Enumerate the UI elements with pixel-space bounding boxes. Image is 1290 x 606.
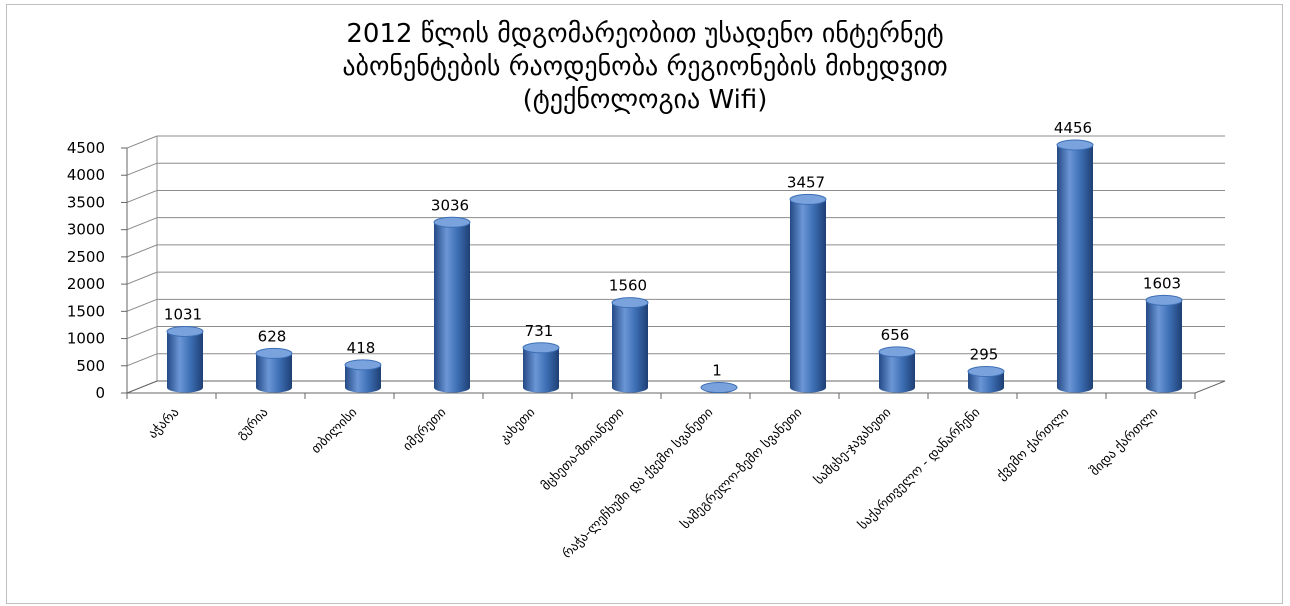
y-tick-label: 500: [76, 357, 105, 375]
bar-body: [790, 199, 826, 393]
bar-body: [434, 222, 470, 393]
bar-body: [523, 347, 559, 393]
bar-top: [878, 346, 916, 358]
bar-top: [1056, 139, 1094, 151]
category-label: აჭარა: [146, 405, 183, 442]
bar: [344, 359, 382, 393]
bar-body: [256, 353, 292, 393]
bar: [166, 325, 204, 393]
gridline-diagonal: [126, 189, 158, 203]
y-tick-label: 3000: [67, 221, 105, 239]
bar-body: [1146, 300, 1182, 393]
bar-top: [522, 342, 560, 354]
category-label: მცხეთა-მთიანეთი: [539, 405, 628, 494]
y-tick-label: 4500: [67, 139, 105, 157]
bar-body: [968, 371, 1004, 393]
data-label: 295: [970, 346, 999, 364]
gridline-diagonal: [126, 162, 158, 176]
category-label: გურია: [234, 405, 271, 442]
bar-top: [344, 359, 382, 371]
y-tick-label: 0: [95, 384, 105, 402]
bar-top: [255, 347, 293, 359]
bar: [700, 382, 738, 394]
data-label: 1560: [609, 277, 647, 295]
bar-top: [1145, 294, 1183, 306]
bar-top: [433, 216, 471, 228]
chart-title-line-3: (ტექნოლოგია Wifi): [522, 85, 768, 115]
bar-body: [612, 302, 648, 393]
bar-body: [879, 351, 915, 393]
bar: [878, 346, 916, 393]
y-tick-label: 3500: [67, 193, 105, 211]
gridline-diagonal: [126, 217, 158, 231]
bar-top: [611, 297, 649, 309]
data-label: 3036: [431, 196, 469, 214]
gridline-diagonal: [126, 135, 158, 149]
category-label: კახეთი: [497, 405, 539, 447]
data-label: 1031: [164, 305, 202, 323]
gridline-diagonal: [126, 353, 158, 367]
gridline-diagonal: [126, 326, 158, 340]
data-label: 418: [347, 339, 376, 357]
bar: [255, 347, 293, 393]
y-tick-label: 4000: [67, 166, 105, 184]
gridline-diagonal: [126, 271, 158, 285]
bar-body: [167, 331, 203, 393]
y-tick-label: 1000: [67, 330, 105, 348]
category-label: შიდა ქართლი: [1087, 405, 1161, 479]
bar: [789, 193, 827, 393]
data-label: 4456: [1054, 119, 1092, 137]
bar: [967, 366, 1005, 393]
bar-top: [967, 366, 1005, 378]
bar: [1145, 294, 1183, 393]
gridline-diagonal: [126, 298, 158, 312]
bar-top: [166, 325, 204, 337]
bar-body: [1057, 144, 1093, 393]
bar: [1056, 139, 1094, 393]
data-label: 1: [712, 362, 722, 380]
category-label: სამცხე-ჯავახეთი: [812, 405, 895, 488]
data-label: 656: [881, 326, 910, 344]
bar-body: [345, 364, 381, 393]
bar: [433, 216, 471, 393]
data-label: 3457: [787, 173, 825, 191]
category-label: ქვემო ქართლი: [994, 405, 1072, 483]
data-label: 1603: [1143, 274, 1181, 292]
category-label: თბილისი: [309, 405, 361, 457]
category-label: იმერეთი: [400, 405, 449, 454]
chart-title: 2012 წლის მდგომარეობით უსადენო ინტერნეტ …: [0, 18, 1290, 117]
chart-title-line-2: აბონენტების რაოდენობა რეგიონების მიხედვი…: [342, 52, 948, 82]
bar-top: [700, 382, 738, 394]
category-label: რაჭა-ლეჩხუმი და ქვემო სვანეთი: [560, 405, 717, 562]
bar: [522, 342, 560, 393]
bar: [611, 297, 649, 393]
chart-title-line-1: 2012 წლის მდგომარეობით უსადენო ინტერნეტ: [346, 19, 944, 49]
y-tick-label: 2500: [67, 248, 105, 266]
data-label: 628: [258, 327, 287, 345]
gridline-diagonal: [126, 244, 158, 258]
data-label: 731: [525, 322, 554, 340]
y-tick-label: 1500: [67, 302, 105, 320]
y-tick-label: 2000: [67, 275, 105, 293]
bar-top: [789, 193, 827, 205]
